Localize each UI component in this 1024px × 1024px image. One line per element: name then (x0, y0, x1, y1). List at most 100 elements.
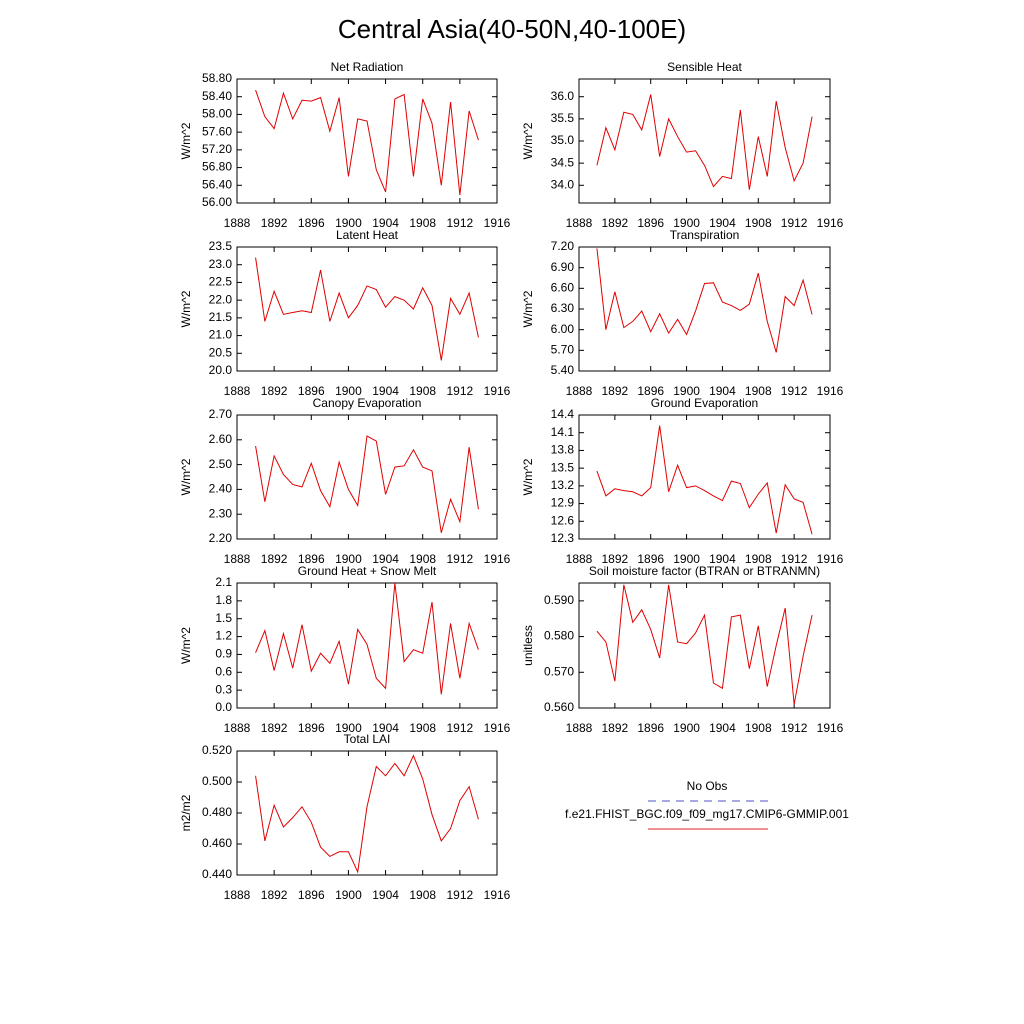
x-tick-label: 1908 (745, 552, 772, 566)
x-tick-label: 1900 (673, 721, 700, 735)
x-tick-label: 1896 (298, 216, 325, 230)
x-tick-label: 1904 (709, 384, 736, 398)
y-tick-label: 56.40 (202, 177, 232, 191)
panel: Ground Heat + Snow Melt W/m^2 0.0 0.3 0.6 0.9… (179, 564, 510, 735)
x-tick-label: 1896 (637, 721, 664, 735)
plot-frame (236, 414, 498, 540)
x-tick-label: 1892 (261, 384, 288, 398)
y-tick-label: 0.580 (544, 629, 574, 643)
x-tick-label: 1900 (335, 888, 362, 902)
x-tick-label: 1912 (447, 216, 474, 230)
panel-title: Sensible Heat (667, 60, 742, 74)
y-tick-label: 5.40 (551, 363, 575, 377)
x-tick-label: 1908 (745, 216, 772, 230)
x-tick-label: 1892 (602, 384, 629, 398)
data-line (255, 257, 479, 361)
x-tick-label: 1916 (817, 721, 844, 735)
y-tick-label: 36.0 (551, 89, 575, 103)
y-tick-label: 5.70 (551, 343, 575, 357)
x-tick-label: 1904 (372, 721, 399, 735)
x-tick-label: 1896 (637, 216, 664, 230)
y-tick-label: 0.590 (544, 593, 574, 607)
x-tick-label: 1916 (484, 888, 511, 902)
panel-title: Latent Heat (336, 228, 399, 242)
x-tick-label: 1916 (484, 384, 511, 398)
panel-title: Ground Evaporation (651, 396, 758, 410)
x-tick-label: 1904 (709, 721, 736, 735)
y-tick-label: 6.00 (551, 322, 575, 336)
x-tick-label: 1888 (224, 552, 251, 566)
y-tick-label: 7.20 (551, 239, 575, 253)
x-tick-label: 1892 (602, 721, 629, 735)
data-line (596, 584, 813, 705)
y-tick-label: 2.20 (209, 531, 233, 545)
plot-frame (578, 414, 831, 540)
x-tick-label: 1900 (335, 721, 362, 735)
x-tick-label: 1912 (781, 552, 808, 566)
legend-label: f.e21.FHIST_BGC.f09_f09_mg17.CMIP6-GMMIP… (565, 807, 849, 821)
panel: Transpiration W/m^2 5.40 5.70 6.00 6.30 6.60 6.… (521, 228, 843, 398)
x-tick-label: 1908 (409, 552, 436, 566)
y-axis-title: W/m^2 (521, 290, 535, 327)
y-tick-label: 6.60 (551, 281, 575, 295)
x-tick-label: 1904 (709, 552, 736, 566)
data-line (255, 582, 479, 695)
x-tick-label: 1916 (484, 721, 511, 735)
x-tick-label: 1912 (781, 216, 808, 230)
x-tick-label: 1904 (372, 216, 399, 230)
y-tick-label: 6.90 (551, 260, 575, 274)
plot-frame (236, 750, 498, 876)
plot-frame (236, 78, 498, 204)
plot-frame (578, 246, 831, 372)
panel-title: Transpiration (670, 228, 740, 242)
y-tick-label: 14.4 (551, 407, 575, 421)
y-tick-label: 20.5 (209, 345, 233, 359)
x-tick-label: 1912 (447, 384, 474, 398)
y-tick-label: 2.70 (209, 407, 233, 421)
data-line (596, 425, 813, 535)
y-tick-label: 35.5 (551, 111, 575, 125)
x-tick-label: 1908 (745, 721, 772, 735)
y-tick-label: 14.1 (551, 425, 575, 439)
y-tick-label: 0.570 (544, 664, 574, 678)
y-tick-label: 57.60 (202, 124, 232, 138)
y-tick-label: 23.0 (209, 257, 233, 271)
plot-frame (578, 582, 831, 709)
y-tick-label: 13.5 (551, 460, 575, 474)
x-tick-label: 1900 (673, 552, 700, 566)
x-tick-label: 1916 (484, 216, 511, 230)
x-tick-label: 1888 (566, 721, 593, 735)
data-line (596, 94, 813, 190)
figure-title: Central Asia(40-50N,40-100E) (338, 14, 686, 44)
panel-title: Ground Heat + Snow Melt (298, 564, 437, 578)
y-axis-title: W/m^2 (521, 122, 535, 159)
y-tick-label: 21.5 (209, 310, 233, 324)
x-tick-label: 1888 (224, 721, 251, 735)
panel: Sensible Heat W/m^2 34.0 34.5 35.0 35.5 36.0 18… (521, 60, 843, 230)
data-line (255, 89, 479, 196)
x-tick-label: 1908 (745, 384, 772, 398)
y-tick-label: 6.30 (551, 301, 575, 315)
x-tick-label: 1912 (781, 384, 808, 398)
y-tick-label: 0.3 (215, 682, 232, 696)
y-axis-title: unitless (521, 625, 535, 666)
y-tick-label: 0.9 (215, 647, 232, 661)
y-tick-label: 0.440 (202, 867, 232, 881)
y-tick-label: 2.30 (209, 506, 233, 520)
plot-frame (236, 582, 498, 709)
x-tick-label: 1896 (637, 552, 664, 566)
y-tick-label: 58.40 (202, 89, 232, 103)
x-tick-label: 1892 (261, 216, 288, 230)
x-tick-label: 1912 (447, 721, 474, 735)
x-tick-label: 1900 (335, 384, 362, 398)
x-tick-label: 1892 (261, 552, 288, 566)
x-tick-label: 1916 (817, 552, 844, 566)
x-tick-label: 1912 (447, 552, 474, 566)
x-tick-label: 1904 (709, 216, 736, 230)
panel: Ground Evaporation W/m^2 12.3 12.6 12.9 13.2 1… (521, 396, 843, 566)
y-tick-label: 34.5 (551, 155, 575, 169)
y-tick-label: 56.80 (202, 160, 232, 174)
x-tick-label: 1892 (261, 888, 288, 902)
x-tick-label: 1904 (372, 888, 399, 902)
y-tick-label: 58.80 (202, 71, 232, 85)
